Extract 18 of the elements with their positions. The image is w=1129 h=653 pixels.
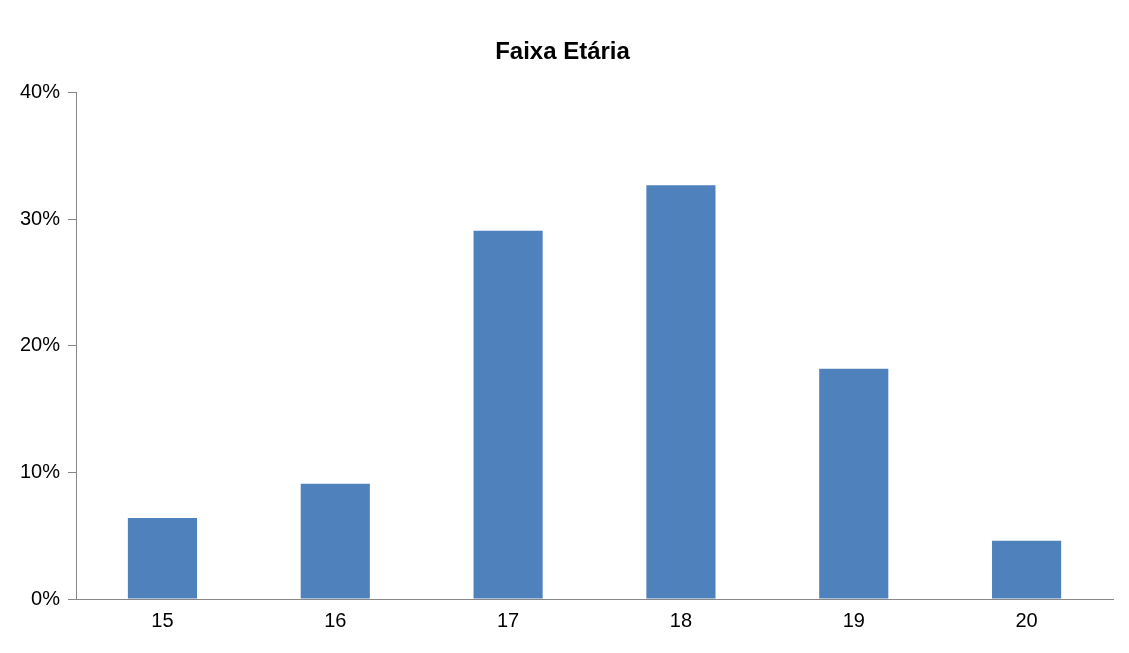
x-tick-label: 17 (496, 608, 520, 631)
x-tick-label: 18 (669, 608, 693, 631)
bar (127, 518, 198, 599)
x-tick-label: 16 (324, 608, 347, 631)
bar (646, 185, 716, 599)
y-tick-label: 30% (20, 206, 61, 229)
y-tick-label: 10% (20, 459, 61, 482)
y-tick-label: 40% (20, 80, 61, 103)
y-tick-label: 20% (20, 333, 61, 356)
y-tick-label: 0% (31, 586, 61, 609)
bar (300, 483, 370, 599)
bar (819, 368, 889, 599)
chart-title: Faixa Etária (495, 37, 631, 65)
x-tick-label: 20 (1015, 608, 1038, 631)
x-tick-label: 19 (842, 608, 865, 631)
x-tick-label: 15 (151, 608, 174, 631)
bar (992, 540, 1062, 599)
bar (473, 230, 543, 599)
